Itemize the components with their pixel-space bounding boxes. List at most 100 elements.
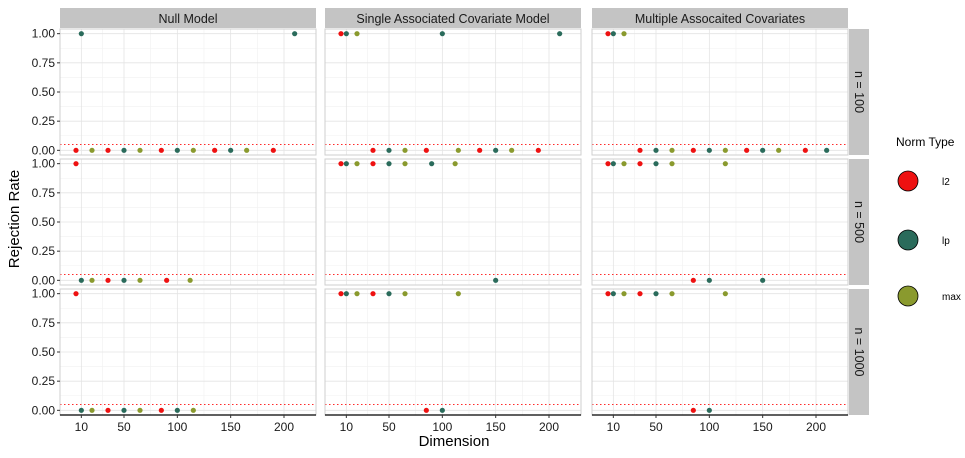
- data-point-lp: [292, 31, 298, 37]
- data-point-l2: [637, 161, 643, 167]
- x-tick-label: 150: [486, 420, 506, 434]
- data-point-l2: [477, 147, 483, 153]
- data-point-l2: [105, 147, 111, 153]
- column-strip-background: [325, 8, 581, 28]
- data-point-max: [621, 31, 627, 37]
- data-point-l2: [690, 277, 696, 283]
- x-tick-label: 50: [649, 420, 663, 434]
- panel-border: [591, 158, 849, 286]
- data-point-max: [722, 147, 728, 153]
- data-point-max: [669, 291, 675, 297]
- data-point-lp: [121, 277, 127, 283]
- y-tick-label: 0.75: [32, 186, 56, 200]
- facet-panel: [324, 158, 582, 286]
- data-point-lp: [121, 147, 127, 153]
- row-strip-background: [849, 289, 869, 415]
- legend-label-max: max: [942, 292, 961, 303]
- data-point-lp: [610, 291, 616, 297]
- data-point-lp: [439, 31, 445, 37]
- row-strip-label: n = 100: [852, 71, 866, 113]
- x-tick-label: 150: [221, 420, 241, 434]
- data-point-l2: [164, 277, 170, 283]
- data-point-l2: [370, 291, 376, 297]
- data-point-max: [509, 147, 515, 153]
- data-point-max: [669, 161, 675, 167]
- row-strip-background: [849, 159, 869, 285]
- legend-key-lp: [897, 229, 919, 251]
- facet-panel: [324, 28, 582, 156]
- y-tick-label: 0.50: [32, 85, 56, 99]
- data-point-l2: [370, 161, 376, 167]
- data-point-lp: [760, 277, 766, 283]
- x-tick-label: 100: [167, 420, 187, 434]
- y-tick-label: 1.00: [32, 27, 56, 41]
- data-point-max: [402, 291, 408, 297]
- x-tick-label: 100: [432, 420, 452, 434]
- data-point-l2: [637, 291, 643, 297]
- data-point-l2: [270, 147, 276, 153]
- y-tick-label: 0.75: [32, 56, 56, 70]
- data-point-max: [776, 147, 782, 153]
- legend-key-max: [897, 285, 919, 307]
- data-point-lp: [610, 161, 616, 167]
- y-tick-label: 1.00: [32, 157, 56, 171]
- row-strip-label: n = 1000: [852, 327, 866, 376]
- data-point-l2: [605, 161, 611, 167]
- x-tick-label: 10: [75, 420, 89, 434]
- data-point-max: [621, 291, 627, 297]
- data-point-max: [402, 147, 408, 153]
- data-point-max: [455, 291, 461, 297]
- facet-panel: 0.00 0.25 0.50 0.75 1.00 10 50 100 150 200: [32, 287, 317, 434]
- y-tick-label: 0.50: [32, 215, 56, 229]
- data-point-max: [137, 147, 143, 153]
- x-tick-label: 10: [340, 420, 354, 434]
- data-point-l2: [105, 277, 111, 283]
- data-point-lp: [493, 147, 499, 153]
- data-point-l2: [423, 147, 429, 153]
- data-point-lp: [493, 277, 499, 283]
- data-point-l2: [158, 407, 164, 413]
- column-strip-label: Null Model: [158, 12, 217, 26]
- data-point-max: [722, 161, 728, 167]
- data-point-max: [722, 291, 728, 297]
- x-tick-label: 200: [274, 420, 294, 434]
- y-tick-label: 0.00: [32, 403, 56, 417]
- panel-border: [324, 158, 582, 286]
- data-point-l2: [73, 291, 79, 297]
- data-point-max: [187, 277, 193, 283]
- data-point-max: [190, 407, 196, 413]
- y-tick-label: 0.00: [32, 143, 56, 157]
- data-point-max: [402, 161, 408, 167]
- facet-panel: [591, 158, 849, 286]
- column-strip: Null Model: [60, 8, 316, 28]
- data-point-l2: [690, 147, 696, 153]
- facet-panel: 10 50 100 150 200: [591, 288, 849, 434]
- data-point-l2: [105, 407, 111, 413]
- data-point-l2: [605, 31, 611, 37]
- column-strip: Single Associated Covariate Model: [325, 8, 581, 28]
- y-tick-label: 0.50: [32, 345, 56, 359]
- data-point-l2: [212, 147, 218, 153]
- data-point-max: [89, 277, 95, 283]
- data-point-max: [244, 147, 250, 153]
- data-point-lp: [386, 291, 392, 297]
- data-point-lp: [386, 147, 392, 153]
- data-point-max: [137, 407, 143, 413]
- data-point-l2: [73, 161, 79, 167]
- data-point-lp: [78, 31, 84, 37]
- panel-border: [591, 28, 849, 156]
- facet-panel: 0.00 0.25 0.50 0.75 1.00: [32, 157, 317, 287]
- y-tick-label: 0.75: [32, 316, 56, 330]
- column-strip-background: [592, 8, 848, 28]
- data-point-lp: [706, 407, 712, 413]
- data-point-lp: [174, 407, 180, 413]
- data-point-lp: [824, 147, 830, 153]
- data-point-lp: [429, 161, 435, 167]
- data-point-lp: [228, 147, 234, 153]
- data-point-max: [354, 161, 360, 167]
- data-point-l2: [535, 147, 541, 153]
- data-point-l2: [744, 147, 750, 153]
- data-point-lp: [760, 147, 766, 153]
- column-strip-label: Single Associated Covariate Model: [356, 12, 549, 26]
